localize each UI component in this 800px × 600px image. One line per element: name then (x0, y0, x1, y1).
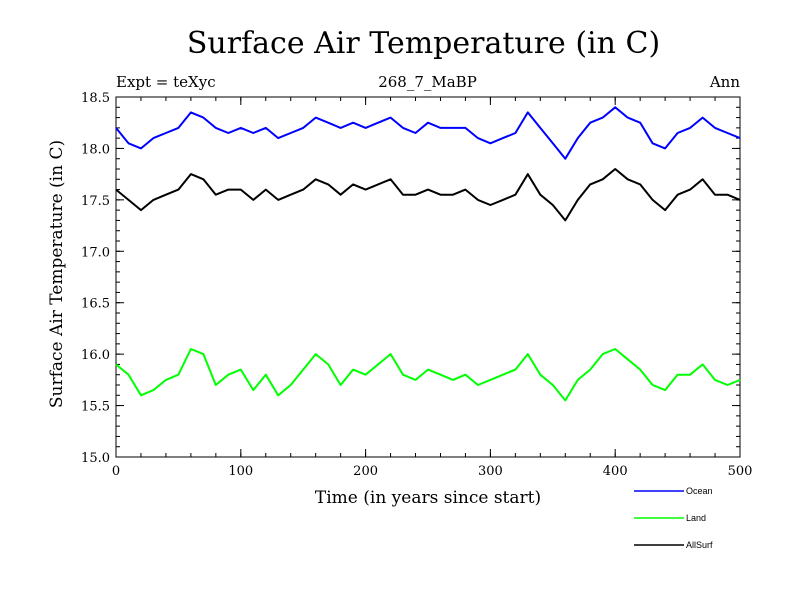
legend: Ocean Land AllSurf (634, 486, 713, 550)
y-tick-label: 17.5 (81, 194, 110, 209)
chart-title: Surface Air Temperature (in C) (186, 26, 661, 61)
x-tick-label: 0 (112, 464, 120, 479)
x-axis-label: Time (in years since start) (315, 488, 541, 508)
axes: 0 100 200 300 400 500 15.0 15.5 16.0 16.5 17.0 17.5… (81, 91, 752, 479)
chart-subtitle: 268_7_MaBP (378, 73, 477, 91)
y-tick-label: 18.5 (81, 91, 110, 106)
x-tick-label: 500 (728, 464, 753, 479)
x-tick-label: 100 (228, 464, 253, 479)
legend-label-ocean: Ocean (686, 486, 713, 496)
period-label: Ann (709, 73, 740, 91)
series-line-land (115, 348, 741, 402)
y-tick-label: 17.0 (81, 245, 110, 260)
series-lines (115, 106, 741, 402)
y-tick-label: 15.0 (81, 451, 110, 466)
y-tick-label: 16.0 (81, 348, 110, 363)
legend-label-land: Land (686, 513, 706, 523)
plot-frame (115, 96, 741, 458)
experiment-label: Expt = teXyc (116, 73, 216, 91)
y-tick-label: 18.0 (81, 142, 110, 157)
x-tick-label: 200 (353, 464, 378, 479)
y-tick-label: 15.5 (81, 400, 110, 415)
y-axis-label: Surface Air Temperature (in C) (47, 140, 67, 408)
series-line-allsurf (115, 168, 741, 222)
series-line-ocean (115, 106, 741, 160)
y-tick-label: 16.5 (81, 297, 110, 312)
x-tick-label: 300 (478, 464, 503, 479)
legend-label-allsurf: AllSurf (686, 540, 713, 550)
x-tick-label: 400 (603, 464, 628, 479)
